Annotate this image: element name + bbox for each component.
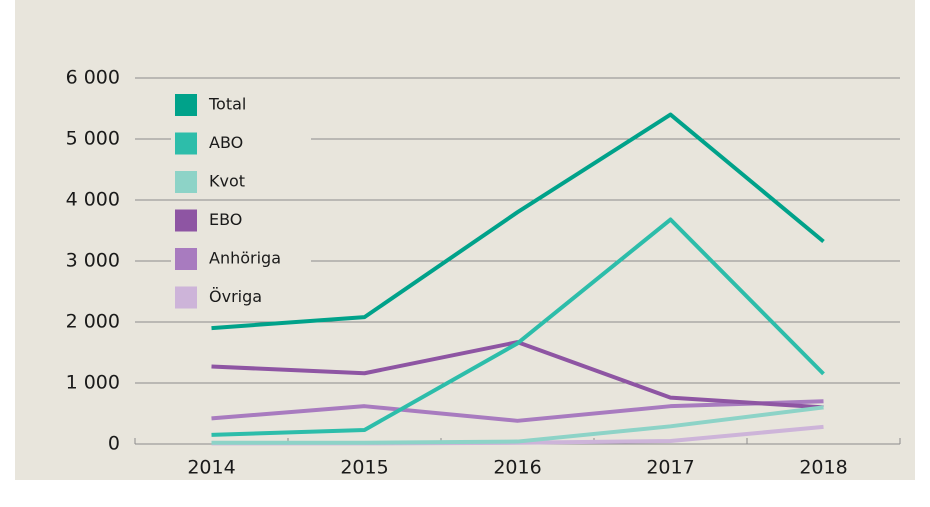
x-tick-label: 2015 <box>340 457 388 479</box>
y-tick-label: 3 000 <box>66 250 120 272</box>
y-tick-label: 1 000 <box>66 372 120 394</box>
y-tick-label: 5 000 <box>66 128 120 150</box>
legend-swatch <box>175 132 197 155</box>
y-tick-label: 6 000 <box>66 67 120 89</box>
y-tick-label: 4 000 <box>66 189 120 211</box>
legend-label: EBO <box>209 210 242 229</box>
legend-swatch <box>175 209 197 232</box>
x-tick-label: 2014 <box>187 457 235 479</box>
x-tick-label: 2017 <box>646 457 694 479</box>
legend-label: Kvot <box>209 172 245 191</box>
legend-swatch <box>175 286 197 309</box>
legend-label: Övriga <box>209 287 262 306</box>
legend-swatch <box>175 171 197 193</box>
legend-label: ABO <box>209 133 243 152</box>
series-line <box>211 112 825 331</box>
legend-swatch <box>175 248 197 270</box>
y-tick-label: 0 <box>108 433 120 455</box>
legend-label: Anhöriga <box>209 249 281 268</box>
legend-label: Total <box>208 95 246 114</box>
series-line <box>211 399 824 423</box>
x-tick-label: 2016 <box>493 457 541 479</box>
legend-swatch <box>175 94 197 116</box>
y-tick-label: 2 000 <box>66 311 120 333</box>
series-line <box>211 217 825 437</box>
series-line <box>211 405 824 445</box>
chart-background <box>15 0 915 480</box>
x-tick-label: 2018 <box>799 457 847 479</box>
